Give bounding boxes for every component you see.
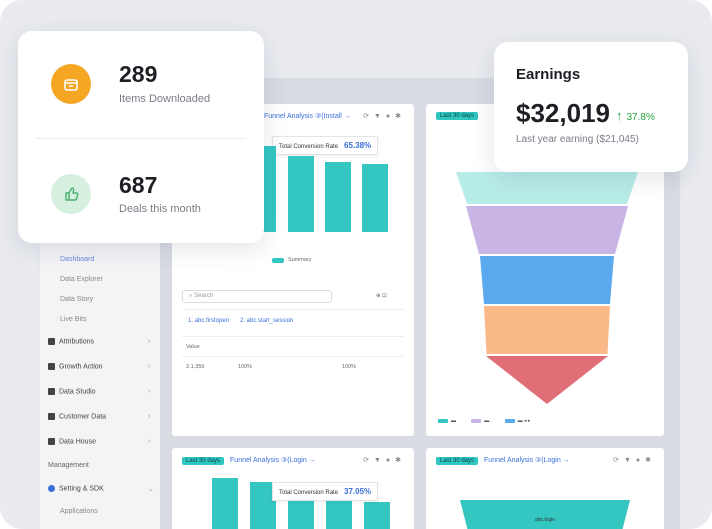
downloads-label: Items Downloaded — [119, 93, 211, 105]
chevron-right-icon: › — [148, 338, 151, 345]
funnel-panel-bottom-right: Last 30 days Funnel Analysis ③(Login → ⟳▼… — [426, 448, 664, 529]
date-range-badge[interactable]: Last 30 days — [436, 112, 479, 120]
table-cell-pct: 100% — [342, 364, 357, 370]
deals-count: 687 — [119, 172, 158, 198]
chart-bar — [362, 164, 388, 232]
earnings-amount: $32,019 — [516, 98, 610, 128]
sidebar-sub-item[interactable]: Dashboard — [60, 256, 95, 263]
earnings-delta-value: 37.8% — [626, 112, 655, 123]
arrow-up-icon: ↑ — [616, 108, 623, 123]
conversion-rate-box: Total Conversion Rate 37.05% — [272, 482, 379, 501]
sidebar-item-settings[interactable]: Setting & SDK ⌄ — [48, 485, 154, 493]
house-icon — [48, 438, 55, 445]
earnings-card: Earnings $32,019 ↑ 37.8% Last year earnin… — [494, 42, 688, 172]
conversion-rate-value: 37.05% — [344, 487, 372, 496]
conversion-rate-label: Total Conversion Rate — [279, 490, 339, 496]
chevron-right-icon: › — [148, 388, 151, 395]
panel-title-row: Last 30 days Funnel Analysis ③(Login → — [182, 456, 316, 465]
panel-title[interactable]: Funnel Analysis ③(Install → — [264, 113, 351, 120]
chart-bar — [325, 162, 351, 232]
legend-label: Summary — [288, 257, 312, 263]
chart-bar — [250, 482, 276, 529]
chevron-right-icon: › — [148, 413, 151, 420]
downloads-count: 289 — [119, 61, 158, 87]
earnings-delta: ↑ 37.8% — [616, 108, 655, 123]
divider — [182, 356, 404, 357]
funnel-stage: abc.login — [460, 500, 630, 529]
table-cell-value: 2,1,359 — [186, 364, 205, 370]
conversion-rate-value: 65.38% — [344, 141, 372, 150]
date-range-badge[interactable]: Last 30 days — [182, 457, 225, 465]
funnel-stage — [466, 206, 628, 254]
chevron-down-icon: ⌄ — [148, 486, 154, 493]
panel-badge-row: Last 30 days — [436, 112, 484, 120]
table-header: Value — [186, 344, 296, 350]
conversion-rate-box: Total Conversion Rate 65.38% — [272, 136, 379, 155]
funnel-legend: ▬ ▬ ▬ ◂ ▸ — [438, 418, 530, 424]
funnel-stage — [480, 256, 614, 304]
conversion-rate-label: Total Conversion Rate — [279, 144, 339, 150]
sidebar-section-title: Management — [48, 462, 89, 469]
panel-title[interactable]: Funnel Analysis ③(Login → — [484, 457, 570, 464]
sidebar-item[interactable]: Growth Action › — [48, 363, 150, 371]
growth-icon — [48, 363, 55, 370]
funnel-stage — [456, 172, 638, 204]
chart-bar — [212, 478, 238, 529]
step-tab-2[interactable]: 2. abc.start_session — [240, 318, 294, 324]
sidebar-item-label: Setting & SDK — [59, 485, 104, 493]
table-cell-pct: 100% — [238, 364, 253, 370]
sidebar-item-label: Attributions — [59, 338, 95, 346]
deals-label: Deals this month — [119, 203, 201, 215]
panel-title[interactable]: Funnel Analysis ③(Login → — [230, 457, 316, 464]
stats-card: 289 Items Downloaded 687 Deals this mont… — [18, 31, 264, 243]
search-placeholder: Search — [194, 293, 214, 299]
legend-swatch — [272, 258, 284, 263]
studio-icon — [48, 388, 55, 395]
date-range-badge[interactable]: Last 30 days — [436, 457, 479, 465]
divider — [36, 138, 246, 139]
panel-toolbar-icons[interactable]: ⟳▼●✱ — [363, 457, 406, 464]
thumbs-up-icon — [51, 174, 91, 214]
chevron-right-icon: › — [148, 363, 151, 370]
gear-icon — [48, 485, 55, 492]
funnel-panel-bottom-left: Last 30 days Funnel Analysis ③(Login → ⟳▼… — [172, 448, 414, 529]
chart-bar — [326, 498, 352, 529]
divider — [182, 336, 404, 337]
chart-bar — [364, 502, 390, 529]
sidebar-item[interactable]: Attributions › — [48, 338, 150, 346]
sidebar-item-label: Customer Data — [59, 413, 107, 421]
sidebar: Dashboard Data Explorer Data Story Live … — [40, 240, 160, 529]
box-icon — [51, 64, 91, 104]
sidebar-item[interactable]: Data Studio › — [48, 388, 150, 396]
funnel-stage — [486, 356, 608, 404]
expand-icon[interactable]: ⊕ ⊡ — [376, 293, 387, 299]
attributions-icon — [48, 338, 55, 345]
chart-bar — [288, 156, 314, 232]
sidebar-sub-item[interactable]: Data Story — [60, 296, 94, 303]
sidebar-sub-item[interactable]: Applications — [60, 508, 98, 515]
sidebar-item-label: Data Studio — [59, 388, 96, 396]
panel-toolbar-icons[interactable]: ⟳▼●✱ — [363, 113, 406, 120]
customer-icon — [48, 413, 55, 420]
sidebar-item[interactable]: Data House › — [48, 438, 150, 446]
chevron-right-icon: › — [148, 438, 151, 445]
funnel-stage — [484, 306, 610, 354]
earnings-title: Earnings — [516, 66, 581, 83]
panel-toolbar-icons[interactable]: ⟳▼●✱ — [613, 457, 656, 464]
funnel-stage-label: abc.login — [534, 517, 555, 523]
panel-title-row: Last 30 days Funnel Analysis ③(Login → — [436, 456, 570, 465]
search-input[interactable]: ⌕ Search — [182, 290, 332, 303]
sidebar-item[interactable]: Customer Data › — [48, 413, 150, 421]
sidebar-sub-item[interactable]: Live Bits — [60, 316, 87, 323]
step-tab-1[interactable]: 1. abc.firstopen — [188, 318, 230, 324]
divider — [182, 309, 404, 310]
sidebar-item-label: Data House — [59, 438, 96, 446]
earnings-subtitle: Last year earning ($21,045) — [516, 134, 639, 145]
sidebar-item-label: Growth Action — [59, 363, 103, 371]
sidebar-sub-item[interactable]: Data Explorer — [60, 276, 103, 283]
